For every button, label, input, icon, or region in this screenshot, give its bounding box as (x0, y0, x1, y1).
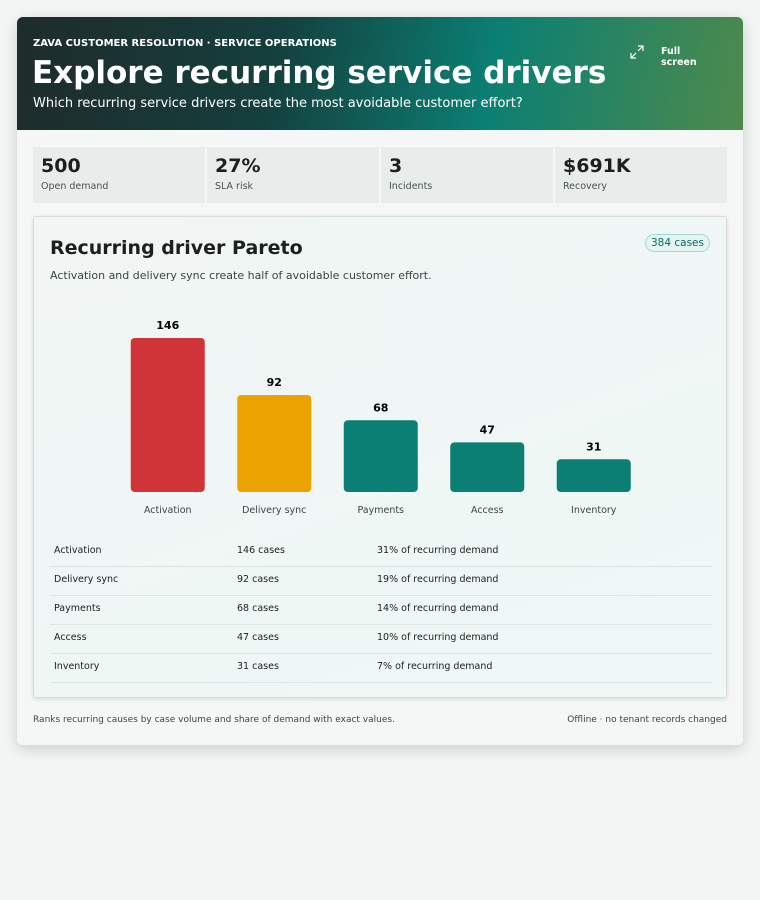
header: ZAVA CUSTOMER RESOLUTION · SERVICE OPERA… (17, 17, 743, 130)
table-cell: Activation (54, 545, 102, 556)
kpi-label: Recovery (563, 181, 608, 192)
fullscreen-icon (630, 45, 644, 59)
category-label: Delivery sync (242, 505, 306, 516)
page-subtitle: Which recurring service drivers create t… (33, 96, 523, 111)
kpi-value: $691K (563, 155, 631, 177)
table-row: Delivery sync 92 cases 19% of recurring de… (50, 566, 712, 596)
kpi: 500 Open demand (33, 147, 205, 203)
value-label: 92 (267, 376, 282, 389)
category-label: Payments (357, 505, 404, 516)
fullscreen-button[interactable]: Full screen (627, 43, 717, 68)
category-label: Access (471, 505, 504, 516)
bar (450, 442, 525, 492)
bar (130, 338, 205, 492)
table-cell: 47 cases (237, 632, 279, 643)
kpi: $691K Recovery (555, 147, 727, 203)
table-row: Activation 146 cases 31% of recurring dema… (50, 537, 712, 567)
panel-subtitle: Activation and delivery sync create half… (50, 269, 432, 282)
table-cell: Access (54, 632, 87, 643)
chart-panel: Recurring driver Pareto 384 cases Activa… (33, 216, 727, 698)
table-cell: 19% of recurring demand (377, 574, 499, 585)
kpi: 27% SLA risk (207, 147, 379, 203)
kpi: 3 Incidents (381, 147, 553, 203)
eyebrow: ZAVA CUSTOMER RESOLUTION · SERVICE OPERA… (33, 38, 337, 49)
table-row: Payments 68 cases 14% of recurring demand (50, 595, 712, 625)
table-cell: Payments (54, 603, 101, 614)
table: Activation 146 cases 31% of recurring dema… (34, 537, 726, 687)
table-cell: 10% of recurring demand (377, 632, 499, 643)
table-cell: 146 cases (237, 545, 285, 556)
table-cell: 7% of recurring demand (377, 661, 493, 672)
table-cell: Delivery sync (54, 574, 119, 585)
value-label: 146 (156, 319, 179, 332)
table-cell: 92 cases (237, 574, 279, 585)
panel-title: Recurring driver Pareto (50, 237, 303, 259)
kpi-label: Incidents (389, 181, 433, 192)
kpi-label: Open demand (41, 181, 109, 192)
footer-note: Ranks recurring causes by case volume an… (33, 715, 395, 725)
kpi-value: 3 (389, 155, 403, 177)
kpi-label: SLA risk (215, 181, 254, 192)
kpi-value: 500 (41, 155, 81, 177)
value-label: 68 (373, 401, 388, 414)
value-label: 31 (586, 440, 601, 453)
table-cell: 31 cases (237, 661, 279, 672)
table-row: Access 47 cases 10% of recurring demand (50, 624, 712, 654)
card: ZAVA CUSTOMER RESOLUTION · SERVICE OPERA… (17, 17, 743, 745)
kpi-value: 27% (215, 155, 261, 177)
page-title: Explore recurring service drivers (32, 55, 607, 91)
table-cell: 31% of recurring demand (377, 545, 499, 556)
table-cell: 14% of recurring demand (377, 603, 499, 614)
value-label: 47 (480, 423, 495, 436)
table-cell: 68 cases (237, 603, 279, 614)
table-cell: Inventory (54, 661, 100, 672)
table-row: Inventory 31 cases 7% of recurring demand (50, 653, 712, 683)
bar (343, 420, 418, 492)
badge: 384 cases (645, 234, 710, 252)
chart: 146 Activation 92 Delivery sync 68 Payments 47… (130, 319, 631, 516)
footer-status: Offline · no tenant records changed (567, 715, 727, 725)
category-label: Activation (144, 505, 192, 516)
category-label: Inventory (571, 505, 617, 516)
bar (556, 459, 631, 492)
bar (237, 394, 312, 492)
fullscreen-label: Full screen (661, 46, 697, 68)
